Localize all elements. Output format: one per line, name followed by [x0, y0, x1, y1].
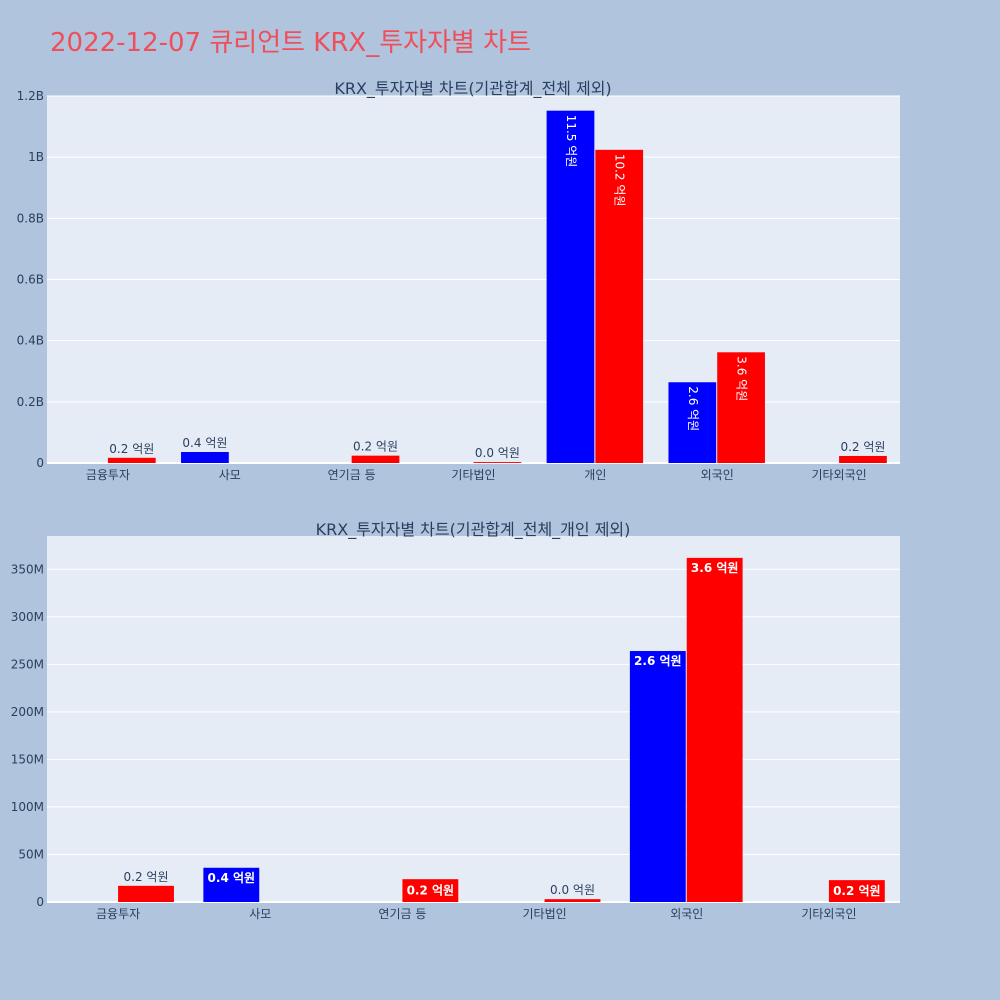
- x-tick-label: 사모: [249, 907, 271, 920]
- bar-value-label: 0.2 억원: [407, 884, 455, 898]
- y-tick-label: 0.8B: [17, 211, 44, 225]
- investor-chart-all: 0 0.2B 0.4B 0.6B 0.8B 1B 1.2B 금융투자 사모 연기금 등 기타법인 개인…: [17, 79, 900, 482]
- x-tick-label: 금융투자: [86, 468, 130, 482]
- bar: [351, 455, 400, 463]
- bar: [595, 149, 644, 463]
- y-tick-label: 350M: [11, 562, 44, 576]
- bar: [629, 651, 686, 902]
- x-tick-label: 기타법인: [522, 907, 566, 920]
- bar-value-label: 3.6 억원: [691, 561, 739, 575]
- bar: [107, 457, 156, 463]
- x-tick-label: 금융투자: [96, 907, 140, 920]
- y-tick-label: 250M: [11, 657, 44, 671]
- y-tick-label: 0: [36, 895, 44, 909]
- y-tick-label: 1B: [28, 150, 44, 164]
- bar: [668, 382, 717, 463]
- bar-value-label: 3.6 억원: [735, 356, 749, 401]
- y-tick-label: 100M: [11, 800, 44, 814]
- x-tick-label: 연기금 등: [328, 468, 376, 482]
- x-tick-label: 개인: [584, 468, 606, 482]
- bar: [402, 879, 459, 902]
- bar-value-label: 0.2 억원: [840, 440, 885, 454]
- bar-value-label: 0.2 억원: [353, 440, 398, 454]
- bar: [473, 462, 522, 463]
- bar: [544, 899, 601, 902]
- bar-value-label: 0.0 억원: [550, 883, 595, 897]
- bar-value-label: 0.2 억원: [109, 442, 154, 456]
- bar: [839, 455, 887, 463]
- x-tick-label: 기타법인: [451, 468, 495, 482]
- y-tick-label: 0.6B: [17, 273, 44, 287]
- bar: [546, 110, 595, 464]
- x-tick-label: 외국인: [701, 468, 734, 482]
- plot-area: [47, 536, 900, 902]
- y-tick-label: 150M: [11, 752, 44, 766]
- chart-title: KRX_투자자별 차트(기관합계_전체_개인 제외): [316, 520, 631, 540]
- x-tick-label: 기타외국인: [811, 468, 866, 482]
- chart-title: KRX_투자자별 차트(기관합계_전체 제외): [334, 79, 611, 99]
- bar: [181, 451, 229, 463]
- bar: [118, 885, 174, 902]
- bar: [828, 880, 885, 902]
- y-tick-label: 1.2B: [17, 89, 44, 103]
- bar-value-label: 11.5 억원: [564, 115, 578, 168]
- bar-value-label: 0.0 억원: [475, 446, 520, 460]
- bar-value-label: 0.2 억원: [833, 884, 881, 898]
- bar: [203, 867, 260, 902]
- x-tick-label: 외국인: [670, 907, 703, 920]
- investor-chart-excluding-individual: 0 50M 100M 150M 200M 250M 300M 350M 금융투자 사모 연기금 등 기…: [11, 520, 900, 920]
- y-tick-label: 0: [36, 456, 44, 470]
- bar: [686, 557, 743, 902]
- y-tick-label: 0.2B: [17, 395, 44, 409]
- y-tick-label: 300M: [11, 610, 44, 624]
- x-tick-label: 연기금 등: [378, 907, 426, 920]
- y-tick-label: 50M: [18, 847, 44, 861]
- bar: [717, 352, 765, 463]
- bar-value-label: 2.6 억원: [686, 386, 700, 431]
- x-tick-label: 사모: [219, 468, 241, 482]
- bar-value-label: 0.2 억원: [124, 870, 169, 884]
- y-tick-label: 200M: [11, 705, 44, 719]
- x-tick-label: 기타외국인: [801, 907, 856, 920]
- bar-value-label: 0.4 억원: [182, 436, 227, 450]
- page-title: 2022-12-07 큐리언트 KRX_투자자별 차트: [50, 28, 532, 58]
- y-tick-label: 0.4B: [17, 334, 44, 348]
- bar-value-label: 2.6 억원: [634, 654, 682, 668]
- bar-value-label: 0.4 억원: [208, 871, 256, 885]
- bar-value-label: 10.2 억원: [613, 154, 627, 207]
